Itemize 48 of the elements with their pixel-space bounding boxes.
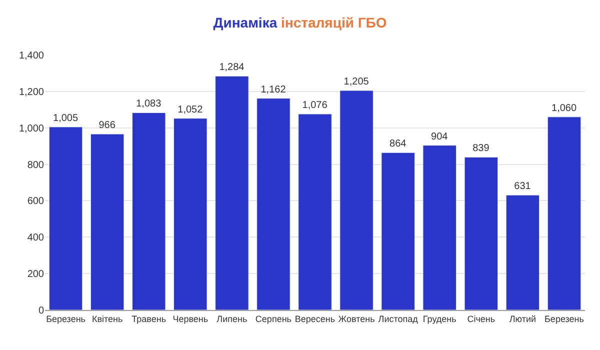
data-label: 966: [98, 120, 116, 132]
data-label: 1,005: [53, 112, 78, 124]
x-tick-label: Червень: [172, 314, 208, 324]
bar: [90, 134, 124, 310]
y-tick-label: 1,400: [18, 50, 44, 62]
bar: [547, 116, 582, 310]
x-tick-label: Лютий: [509, 314, 536, 324]
data-label: 839: [472, 143, 490, 154]
x-tick-label: Березень: [544, 314, 584, 324]
y-tick-label: 1,200: [18, 86, 44, 98]
bar: [174, 118, 208, 310]
data-label: 864: [390, 138, 407, 150]
data-label: 1,052: [178, 104, 204, 116]
bar: [464, 156, 498, 310]
data-label: 1,076: [302, 100, 328, 112]
bar: [340, 90, 374, 310]
bar: [506, 194, 540, 310]
x-tick-label: Травень: [132, 314, 166, 324]
x-tick-label: Грудень: [422, 314, 457, 324]
bar: [422, 145, 456, 310]
x-tick-label: Березень: [46, 314, 86, 324]
x-tick-label: Вересень: [294, 314, 336, 324]
data-label: 904: [431, 131, 448, 142]
y-tick-label: 0: [38, 306, 44, 316]
y-tick-label: 1,000: [18, 123, 44, 134]
bar: [381, 152, 415, 310]
x-tick-label: Листопад: [378, 314, 419, 324]
chart-title: Динаміка інсталяцій ГБО: [213, 14, 387, 30]
x-tick-label: Жовтень: [338, 314, 376, 324]
data-label: 1,162: [260, 84, 286, 96]
x-tick-label: Січень: [467, 314, 496, 324]
data-label: 631: [514, 181, 532, 192]
bar: [215, 76, 249, 310]
data-label: 1,284: [219, 62, 245, 74]
y-tick-label: 400: [27, 232, 44, 244]
x-tick-label: Квітень: [92, 314, 123, 324]
data-label: 1,083: [136, 98, 162, 110]
y-tick-label: 600: [27, 196, 44, 208]
bar: [298, 114, 332, 310]
y-tick-label: 800: [27, 160, 44, 171]
bar: [48, 126, 83, 310]
x-tick-label: Липень: [216, 314, 248, 324]
x-tick-label: Серпень: [255, 314, 292, 324]
bar: [132, 112, 166, 310]
bar: [256, 98, 290, 310]
data-label: 1,060: [552, 102, 577, 114]
data-label: 1,205: [344, 76, 370, 88]
y-tick-label: 200: [27, 269, 44, 280]
